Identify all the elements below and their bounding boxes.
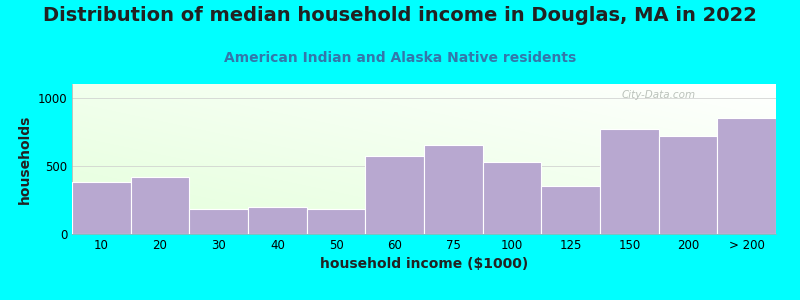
Bar [72, 182, 130, 234]
Bar [718, 118, 776, 234]
Text: City-Data.com: City-Data.com [621, 90, 695, 100]
Bar [130, 177, 190, 234]
Text: Distribution of median household income in Douglas, MA in 2022: Distribution of median household income … [43, 6, 757, 25]
Bar [248, 207, 306, 234]
Y-axis label: households: households [18, 114, 32, 204]
Bar [542, 186, 600, 234]
Bar [482, 162, 542, 234]
X-axis label: household income ($1000): household income ($1000) [320, 257, 528, 272]
Text: American Indian and Alaska Native residents: American Indian and Alaska Native reside… [224, 51, 576, 65]
Bar [658, 136, 718, 234]
Bar [306, 209, 366, 234]
Bar [366, 156, 424, 234]
Bar [424, 146, 482, 234]
Bar [190, 209, 248, 234]
Bar [600, 129, 658, 234]
